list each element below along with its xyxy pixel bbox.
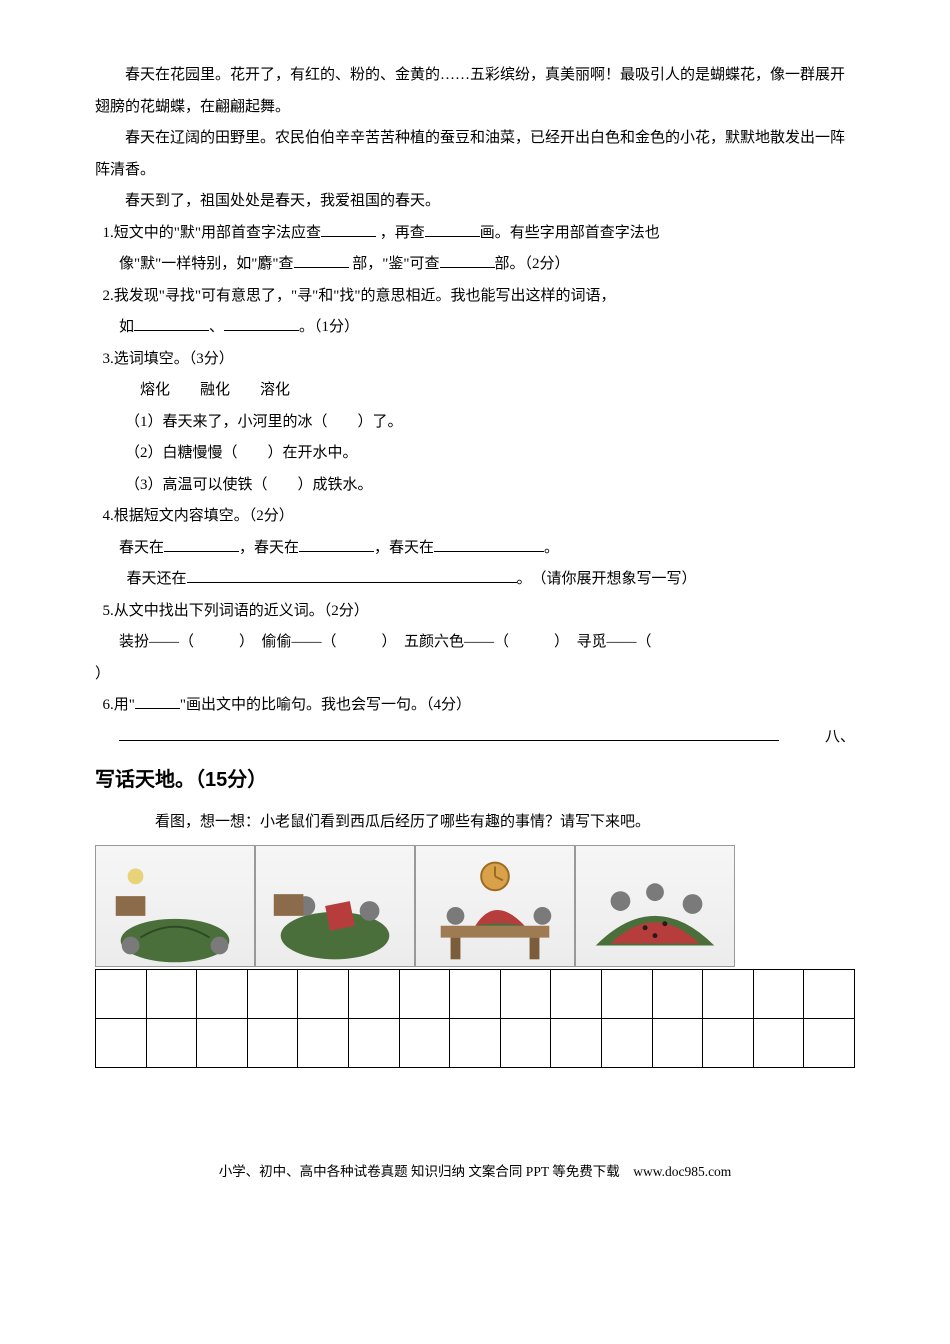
question-1-line2: 像"默"一样特别，如"麝"查 部，"鉴"可查 部。（2分） bbox=[95, 249, 855, 281]
q6-answer-line: 八、 bbox=[95, 722, 855, 754]
grid-cell[interactable] bbox=[96, 969, 147, 1018]
grid-cell[interactable] bbox=[348, 969, 399, 1018]
grid-cell[interactable] bbox=[804, 1018, 855, 1067]
grid-cell[interactable] bbox=[703, 969, 754, 1018]
q4-l2b: 。 （请你展开想象写一写） bbox=[517, 571, 697, 587]
grid-cell[interactable] bbox=[146, 1018, 197, 1067]
grid-cell[interactable] bbox=[804, 969, 855, 1018]
picture-cell-3 bbox=[415, 845, 575, 967]
q1-l2c: 部。（2分） bbox=[495, 256, 570, 272]
grid-cell[interactable] bbox=[652, 969, 703, 1018]
q1-blank-she[interactable] bbox=[294, 252, 349, 268]
q4-blank4[interactable] bbox=[187, 567, 517, 583]
grid-cell[interactable] bbox=[96, 1018, 147, 1067]
q1-blank-jian[interactable] bbox=[440, 252, 495, 268]
q5-row: 装扮——（ ） 偷偷——（ ） 五颜六色——（ ） 寻觅——（ bbox=[95, 627, 855, 659]
q6-b: "画出文中的比喻句。我也会写一句。（4分） bbox=[180, 697, 471, 713]
q6-blank-answer[interactable] bbox=[119, 725, 779, 741]
passage-p2: 春天在辽阔的田野里。农民伯伯辛辛苦苦种植的蚕豆和油菜，已经开出白色和金色的小花，… bbox=[95, 123, 855, 186]
q3-sub3: （3）高温可以使铁（ ）成铁水。 bbox=[95, 470, 855, 502]
grid-cell[interactable] bbox=[450, 1018, 501, 1067]
grid-cell[interactable] bbox=[500, 1018, 551, 1067]
question-6: 6.用" "画出文中的比喻句。我也会写一句。（4分） bbox=[95, 690, 855, 722]
q4-l1b: ，春天在 bbox=[239, 540, 299, 556]
grid-cell[interactable] bbox=[551, 1018, 602, 1067]
grid-cell[interactable] bbox=[247, 1018, 298, 1067]
q4-blank1[interactable] bbox=[164, 536, 239, 552]
grid-cell[interactable] bbox=[197, 1018, 248, 1067]
grid-cell[interactable] bbox=[652, 1018, 703, 1067]
writing-grid[interactable] bbox=[95, 969, 855, 1068]
page-footer: 小学、初中、高中各种试卷真题 知识归纳 文案合同 PPT 等免费下载 www.d… bbox=[95, 1158, 855, 1186]
grid-cell[interactable] bbox=[399, 969, 450, 1018]
passage-p3: 春天到了，祖国处处是春天，我爱祖国的春天。 bbox=[95, 186, 855, 218]
question-4-title: 4.根据短文内容填空。（2分） bbox=[95, 501, 855, 533]
grid-cell[interactable] bbox=[753, 969, 804, 1018]
q5-closer: ） bbox=[95, 659, 855, 691]
q3-options: 熔化 融化 溶化 bbox=[95, 375, 855, 407]
question-5-title: 5.从文中找出下列词语的近义词。（2分） bbox=[95, 596, 855, 628]
passage-p1: 春天在花园里。花开了，有红的、粉的、金黄的……五彩缤纷，真美丽啊！最吸引人的是蝴… bbox=[95, 60, 855, 123]
q6-a: 6.用" bbox=[103, 697, 135, 713]
picture-cell-4 bbox=[575, 845, 735, 967]
question-2: 2.我发现"寻找"可有意思了，"寻"和"找"的意思相近。我也能写出这样的词语， bbox=[95, 281, 855, 313]
grid-cell[interactable] bbox=[348, 1018, 399, 1067]
question-2-line2: 如 、 。（1分） bbox=[95, 312, 855, 344]
q6-blank-mark[interactable] bbox=[135, 693, 180, 709]
q4-l1a: 春天在 bbox=[119, 540, 164, 556]
q4-l1d: 。 bbox=[544, 540, 559, 556]
grid-cell[interactable] bbox=[753, 1018, 804, 1067]
q2-l2b: 。（1分） bbox=[299, 319, 359, 335]
picture-row bbox=[95, 845, 735, 967]
q2-blank-word1[interactable] bbox=[134, 315, 209, 331]
q3-sub2: （2）白糖慢慢（ ）在开水中。 bbox=[95, 438, 855, 470]
q1-l2b: 部，"鉴"可查 bbox=[349, 256, 440, 272]
question-1: 1.短文中的"默"用部首查字法应查 ，再查 画。有些字用部首查字法也 bbox=[95, 218, 855, 250]
q4-blank3[interactable] bbox=[434, 536, 544, 552]
q2-l2a: 如 bbox=[119, 319, 134, 335]
q4-l1c: ，春天在 bbox=[374, 540, 434, 556]
q4-line2: 春天还在 。 （请你展开想象写一写） bbox=[95, 564, 855, 596]
section-8-prompt: 看图，想一想：小老鼠们看到西瓜后经历了哪些有趣的事情？请写下来吧。 bbox=[95, 807, 855, 839]
grid-cell[interactable] bbox=[703, 1018, 754, 1067]
grid-cell[interactable] bbox=[197, 969, 248, 1018]
q2-blank-word2[interactable] bbox=[224, 315, 299, 331]
grid-cell[interactable] bbox=[146, 969, 197, 1018]
q2-joiner: 、 bbox=[209, 319, 224, 335]
picture-cell-1 bbox=[95, 845, 255, 967]
grid-cell[interactable] bbox=[450, 969, 501, 1018]
grid-cell[interactable] bbox=[551, 969, 602, 1018]
grid-cell[interactable] bbox=[247, 969, 298, 1018]
grid-cell[interactable] bbox=[601, 969, 652, 1018]
section-8-title: 写话天地。（15分） bbox=[95, 759, 855, 801]
question-3-title: 3.选词填空。（3分） bbox=[95, 344, 855, 376]
grid-cell[interactable] bbox=[298, 1018, 349, 1067]
q4-blank2[interactable] bbox=[299, 536, 374, 552]
q1-blank-radical[interactable] bbox=[321, 221, 376, 237]
q1-mid2: 画。有些字用部首查字法也 bbox=[480, 225, 660, 241]
grid-cell[interactable] bbox=[500, 969, 551, 1018]
picture-cell-2 bbox=[255, 845, 415, 967]
q3-sub1: （1）春天来了，小河里的冰（ ）了。 bbox=[95, 407, 855, 439]
q1-mid1: ，再查 bbox=[376, 225, 425, 241]
section-8-marker: 八、 bbox=[825, 722, 855, 754]
q1-blank-strokes[interactable] bbox=[425, 221, 480, 237]
grid-cell[interactable] bbox=[601, 1018, 652, 1067]
q1-prefix: 1.短文中的"默"用部首查字法应查 bbox=[103, 225, 322, 241]
grid-cell[interactable] bbox=[298, 969, 349, 1018]
q4-l2a: 春天还在 bbox=[127, 571, 187, 587]
grid-cell[interactable] bbox=[399, 1018, 450, 1067]
q1-l2a: 像"默"一样特别，如"麝"查 bbox=[119, 256, 294, 272]
q4-line1: 春天在 ，春天在 ，春天在 。 bbox=[95, 533, 855, 565]
